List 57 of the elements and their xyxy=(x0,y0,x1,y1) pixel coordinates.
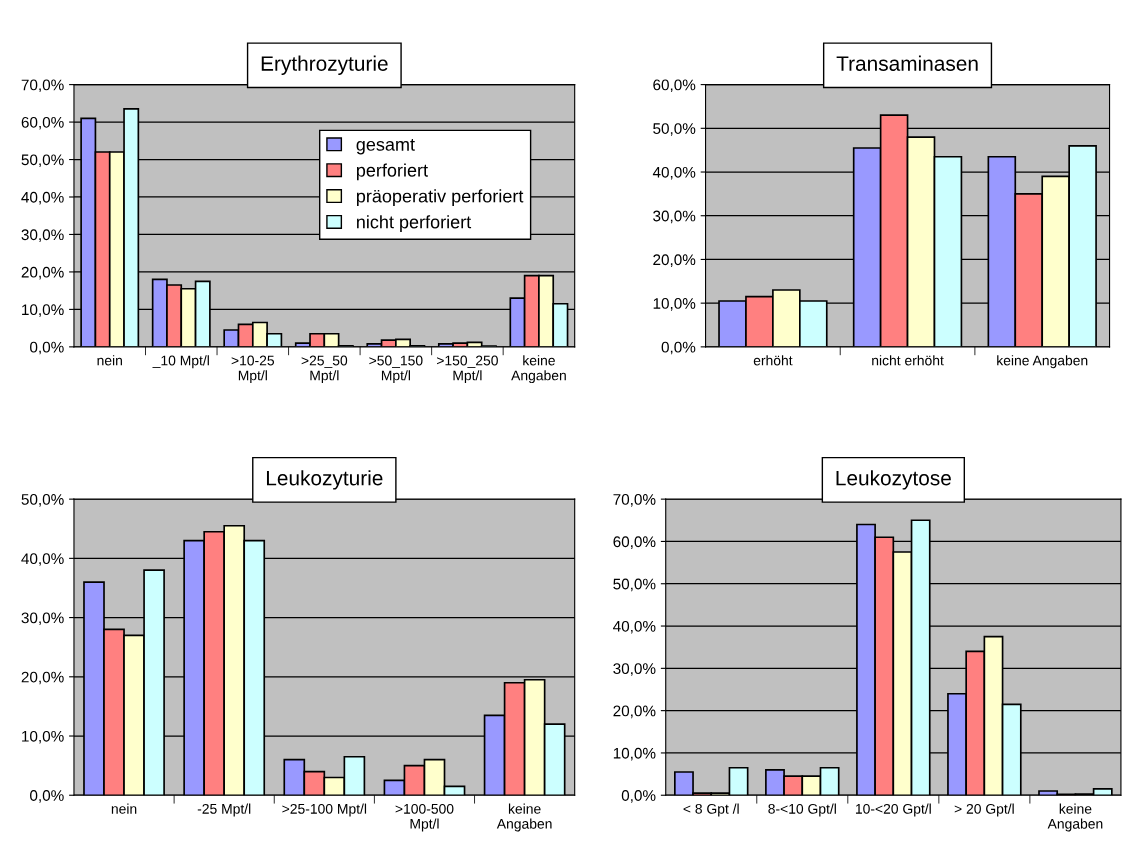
x-tick-label: 8-<10 Gpt/l xyxy=(768,803,836,817)
y-tick-label: 20,0% xyxy=(21,671,64,685)
y-tick-label: 60,0% xyxy=(653,79,696,93)
x-tick-label: >25-100 Mpt/l xyxy=(282,803,367,817)
legend-label: präoperativ perforiert xyxy=(356,189,524,207)
y-tick-label: 0,0% xyxy=(621,790,656,803)
y-tick-label: 70,0% xyxy=(21,79,64,93)
x-tick-label: >50_150 Mpt/l xyxy=(369,355,423,384)
y-tick-label: 20,0% xyxy=(21,266,64,280)
y-tick-label: 50,0% xyxy=(21,494,64,507)
y-tick-label: 0,0% xyxy=(30,790,64,803)
x-tick-label: erhöht xyxy=(753,355,793,366)
x-tick-label: nein xyxy=(97,355,122,366)
legend-label: perforiert xyxy=(356,163,428,181)
y-tick-label: 10,0% xyxy=(613,747,656,761)
y-tick-label: 40,0% xyxy=(613,620,656,634)
x-tick-label: keine Angaben xyxy=(997,355,1088,369)
y-tick-label: 40,0% xyxy=(21,553,64,566)
legend-label: nicht perforiert xyxy=(357,215,472,232)
chart-title: Transaminasen xyxy=(836,55,978,71)
x-tick-label: < 8 Gpt /l xyxy=(683,803,739,817)
x-tick-label: nicht erhöht xyxy=(872,355,944,366)
x-tick-label: keine Angaben xyxy=(496,803,552,832)
y-tick-label: 20,0% xyxy=(613,705,656,719)
chart-title: Leukozytose xyxy=(836,470,951,490)
x-tick-label: >10-25 Mpt/l xyxy=(231,355,275,384)
x-tick-label: >100-500 Mpt/l xyxy=(395,803,454,832)
x-tick-label: -25 Mpt/l xyxy=(197,803,251,817)
y-tick-label: 20,0% xyxy=(653,254,696,267)
x-tick-label: _10 Mpt/l xyxy=(152,355,209,369)
y-tick-label: 40,0% xyxy=(652,166,696,180)
x-tick-label: keine Angaben xyxy=(1047,803,1103,832)
y-tick-label: 30,0% xyxy=(653,210,696,224)
chart-title: Leukozyturie xyxy=(266,470,383,490)
chart-title: Erythrozyturie xyxy=(261,55,388,76)
y-tick-label: 10,0% xyxy=(22,730,64,744)
y-tick-label: 60,0% xyxy=(21,116,64,130)
y-tick-label: 50,0% xyxy=(613,578,656,592)
x-tick-label: nein xyxy=(111,803,137,814)
legend-label: gesamt xyxy=(356,138,415,155)
y-tick-label: 30,0% xyxy=(613,663,656,676)
y-tick-label: 50,0% xyxy=(21,154,64,168)
y-tick-label: 50,0% xyxy=(653,123,696,136)
y-tick-label: 10,0% xyxy=(22,304,64,317)
x-tick-label: >150_250 Mpt/l xyxy=(436,355,498,384)
x-tick-label: >25_50 Mpt/l xyxy=(301,355,348,384)
x-tick-label: > 20 Gpt/l xyxy=(954,803,1014,817)
y-tick-label: 70,0% xyxy=(613,494,656,507)
y-tick-label: 10,0% xyxy=(653,298,696,311)
y-tick-label: 40,0% xyxy=(21,191,64,205)
y-tick-label: 30,0% xyxy=(21,612,64,626)
y-tick-label: 0,0% xyxy=(661,341,696,355)
x-tick-label: keine Angaben xyxy=(511,355,566,384)
y-tick-label: 0,0% xyxy=(30,341,64,355)
y-tick-label: 30,0% xyxy=(21,229,64,242)
y-tick-label: 60,0% xyxy=(613,536,656,549)
x-tick-label: 10-<20 Gpt/l xyxy=(855,803,931,817)
